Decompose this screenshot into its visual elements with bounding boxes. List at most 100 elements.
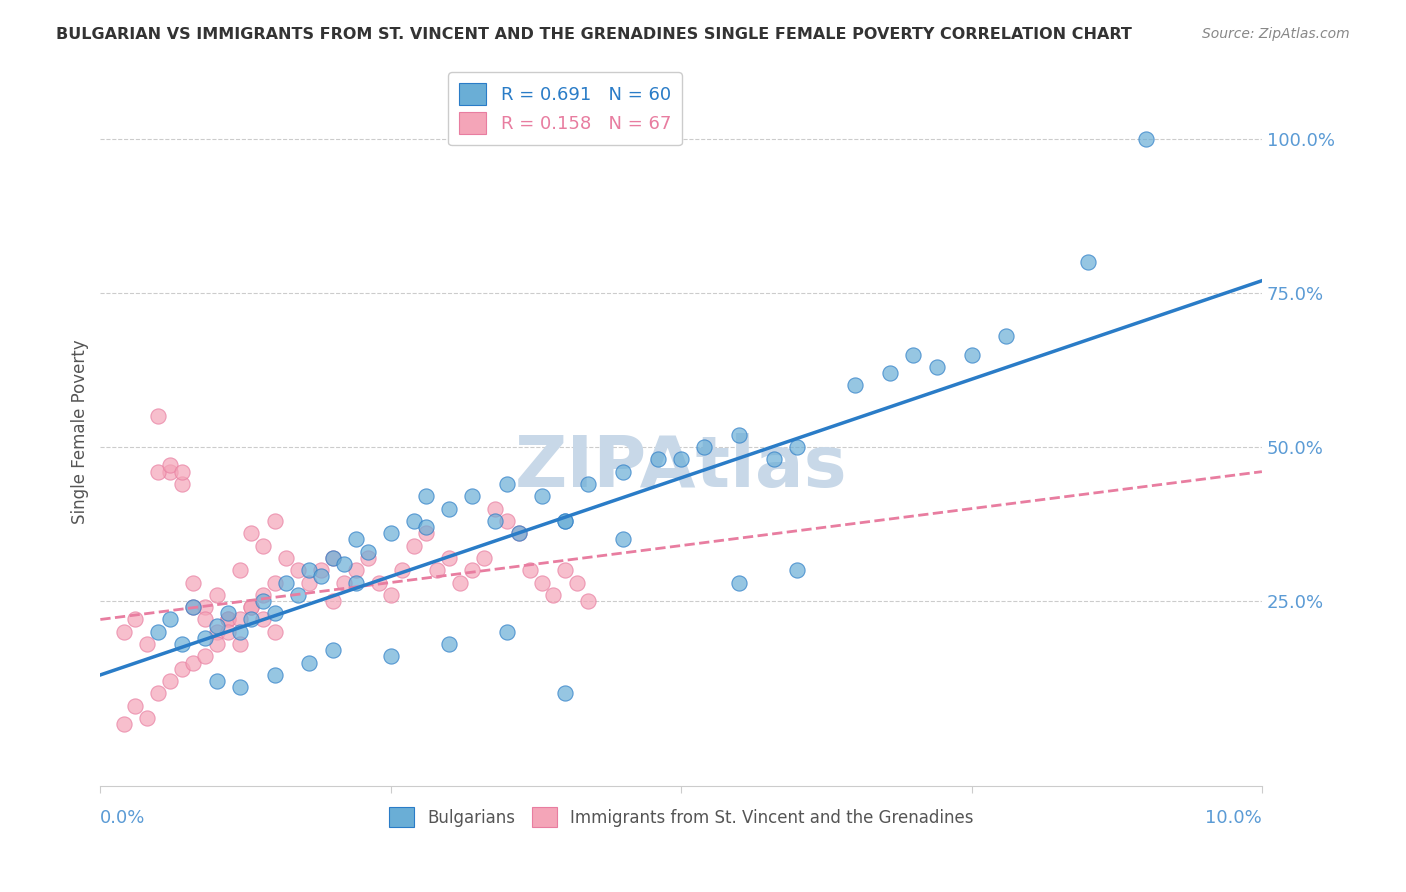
Point [276, 575, 298, 590]
Text: 10.0%: 10.0% [1205, 809, 1263, 827]
Point [112, 717, 135, 731]
Point [647, 452, 669, 467]
Point [159, 674, 181, 689]
Point [344, 575, 367, 590]
Point [380, 526, 402, 541]
Point [148, 686, 170, 700]
Point [461, 489, 484, 503]
Point [519, 563, 541, 577]
Text: BULGARIAN VS IMMIGRANTS FROM ST. VINCENT AND THE GRENADINES SINGLE FEMALE POVERT: BULGARIAN VS IMMIGRANTS FROM ST. VINCENT… [56, 27, 1132, 42]
Point [576, 477, 599, 491]
Point [229, 612, 252, 626]
Point [368, 575, 391, 590]
Point [240, 600, 263, 615]
Point [356, 545, 378, 559]
Point [287, 588, 309, 602]
Point [391, 563, 413, 577]
Point [205, 674, 228, 689]
Point [170, 465, 193, 479]
Point [612, 533, 634, 547]
Point [181, 656, 204, 670]
Point [995, 329, 1018, 343]
Point [333, 557, 356, 571]
Point [879, 366, 901, 380]
Point [449, 575, 471, 590]
Point [194, 612, 217, 626]
Point [576, 594, 599, 608]
Point [402, 514, 425, 528]
Point [344, 563, 367, 577]
Point [925, 359, 948, 374]
Point [844, 378, 866, 392]
Point [461, 563, 484, 577]
Point [229, 637, 252, 651]
Point [543, 588, 565, 602]
Point [252, 612, 274, 626]
Point [170, 637, 193, 651]
Text: ZIPAtlas: ZIPAtlas [515, 433, 848, 501]
Point [903, 348, 925, 362]
Point [263, 624, 285, 639]
Point [472, 550, 495, 565]
Point [217, 624, 239, 639]
Point [309, 569, 332, 583]
Point [240, 526, 263, 541]
Point [124, 698, 146, 713]
Point [322, 643, 344, 657]
Point [669, 452, 692, 467]
Point [786, 563, 808, 577]
Point [437, 637, 460, 651]
Point [205, 588, 228, 602]
Point [728, 575, 751, 590]
Point [217, 612, 239, 626]
Point [496, 477, 519, 491]
Point [554, 686, 576, 700]
Point [496, 624, 519, 639]
Point [437, 501, 460, 516]
Point [240, 600, 263, 615]
Point [612, 465, 634, 479]
Point [554, 514, 576, 528]
Point [693, 440, 716, 454]
Point [252, 539, 274, 553]
Point [344, 533, 367, 547]
Point [252, 588, 274, 602]
Point [309, 563, 332, 577]
Point [170, 662, 193, 676]
Point [240, 612, 263, 626]
Point [124, 612, 146, 626]
Point [508, 526, 530, 541]
Point [194, 649, 217, 664]
Point [181, 600, 204, 615]
Point [229, 680, 252, 694]
Point [205, 618, 228, 632]
Point [554, 514, 576, 528]
Point [530, 575, 553, 590]
Point [402, 539, 425, 553]
Point [322, 550, 344, 565]
Point [229, 624, 252, 639]
Point [426, 563, 449, 577]
Text: 0.0%: 0.0% [100, 809, 146, 827]
Point [554, 563, 576, 577]
Point [148, 409, 170, 424]
Point [728, 427, 751, 442]
Y-axis label: Single Female Poverty: Single Female Poverty [72, 339, 89, 524]
Point [960, 348, 983, 362]
Point [508, 526, 530, 541]
Point [159, 465, 181, 479]
Point [1135, 132, 1157, 146]
Point [437, 550, 460, 565]
Point [194, 600, 217, 615]
Legend: Bulgarians, Immigrants from St. Vincent and the Grenadines: Bulgarians, Immigrants from St. Vincent … [382, 800, 980, 834]
Point [276, 550, 298, 565]
Point [217, 607, 239, 621]
Point [415, 489, 437, 503]
Point [205, 624, 228, 639]
Point [298, 563, 321, 577]
Point [135, 711, 157, 725]
Point [181, 600, 204, 615]
Point [786, 440, 808, 454]
Point [380, 588, 402, 602]
Point [1077, 255, 1099, 269]
